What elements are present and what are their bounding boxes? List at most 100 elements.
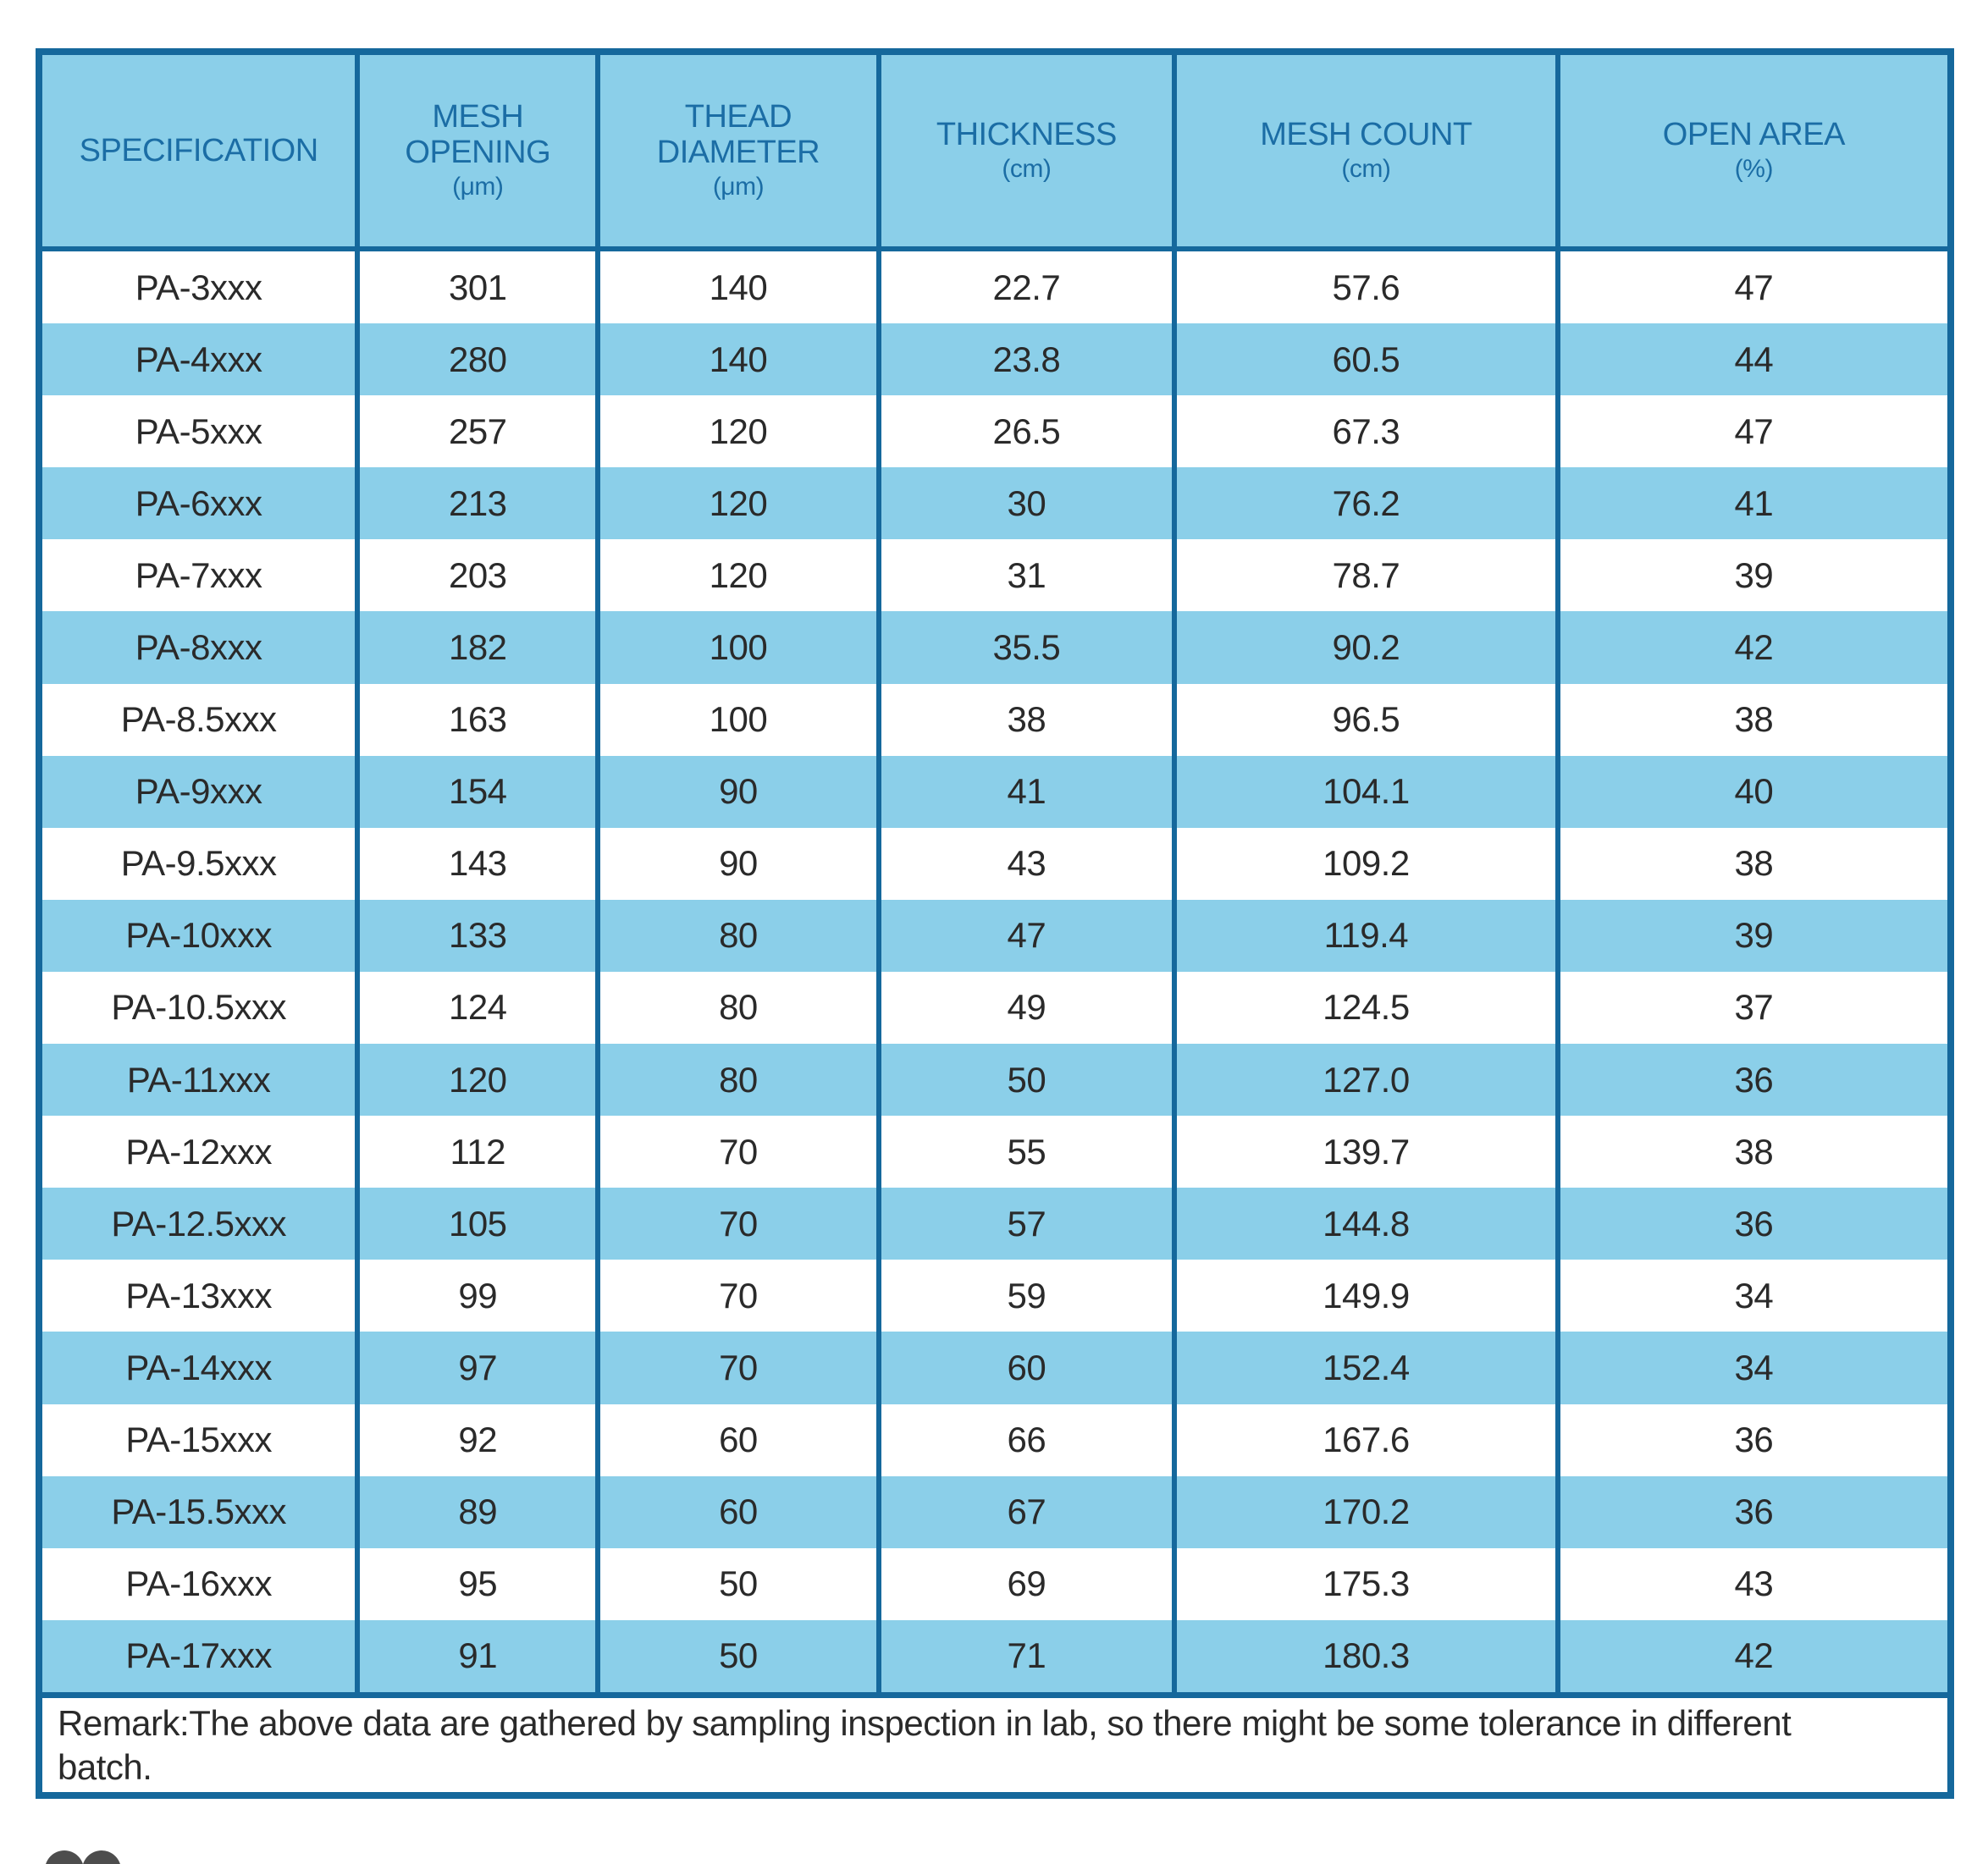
spec-cell: PA-14xxx [42,1332,361,1404]
specification-table: SPECIFICATION MESH OPENING (μm) THEAD DI… [36,48,1954,1799]
table-row: PA-9xxx 154 90 41 104.1 40 [42,755,1947,828]
value-cell: 36 [1734,1059,1774,1100]
value-cell: 280 [360,323,601,396]
table-row: PA-10.5xxx 124 80 49 124.5 37 [42,971,1947,1045]
value-cell: 120 [600,467,881,540]
value-cell: 170.2 [1177,1475,1560,1548]
table-row: PA-9.5xxx 143 90 43 109.2 38 [42,827,1947,900]
spec-cell: PA-12xxx [42,1116,361,1188]
decorative-circle [45,1850,84,1864]
value-cell: 80 [600,971,881,1045]
spec-cell: PA-17xxx [42,1619,361,1692]
decorative-circle [82,1850,121,1864]
value-cell: 124 [360,971,601,1045]
value-cell: 23.8 [881,323,1178,396]
column-header-mesh-count: MESH COUNT (cm) [1177,55,1560,246]
value-cell: 60 [600,1404,881,1476]
value-cell: 30 [881,467,1178,540]
value-cell: 40 [1734,771,1774,812]
value-cell: 213 [360,467,601,540]
value-cell: 90 [600,755,881,828]
value-cell: 38 [1734,699,1774,740]
value-cell: 149.9 [1177,1260,1560,1332]
value-cell: 42 [1734,627,1774,668]
table-row: PA-6xxx 213 120 30 76.2 41 [42,467,1947,540]
value-cell: 36 [1734,1203,1774,1244]
spec-cell: PA-15xxx [42,1404,361,1476]
table-row: PA-11xxx 120 80 50 127.0 36 [42,1044,1947,1117]
table-body: PA-3xxx 301 140 22.7 57.6 47 PA-4xxx 280 140 23.8… [42,251,1947,1692]
value-cell: 41 [1734,483,1774,523]
table-header-row: SPECIFICATION MESH OPENING (μm) THEAD DI… [42,55,1947,251]
value-cell: 100 [600,611,881,684]
value-cell: 144.8 [1177,1188,1560,1260]
value-cell: 257 [360,395,601,468]
table-row: PA-13xxx 99 70 59 149.9 34 [42,1260,1947,1332]
value-cell: 89 [360,1475,601,1548]
value-cell: 140 [600,251,881,324]
column-unit: (%) [1734,154,1774,183]
spec-cell: PA-12.5xxx [42,1188,361,1260]
value-cell: 76.2 [1177,467,1560,540]
value-cell: 80 [600,1044,881,1117]
value-cell: 31 [881,539,1178,612]
column-title: THEAD DIAMETER [656,98,820,171]
value-cell: 36 [1734,1420,1774,1460]
table-row: PA-7xxx 203 120 31 78.7 39 [42,539,1947,612]
table-row: PA-16xxx 95 50 69 175.3 43 [42,1547,1947,1620]
value-cell: 60.5 [1177,323,1560,396]
value-cell: 301 [360,251,601,324]
table-row: PA-8.5xxx 163 100 38 96.5 38 [42,683,1947,756]
value-cell: 92 [360,1404,601,1476]
value-cell: 36 [1734,1492,1774,1532]
table-row: PA-4xxx 280 140 23.8 60.5 44 [42,323,1947,396]
value-cell: 163 [360,683,601,756]
spec-cell: PA-10.5xxx [42,971,361,1045]
column-header-specification: SPECIFICATION [42,55,361,246]
value-cell: 100 [600,683,881,756]
value-cell: 70 [600,1116,881,1188]
value-cell: 120 [600,539,881,612]
value-cell: 39 [1734,554,1774,595]
value-cell: 127.0 [1177,1044,1560,1117]
value-cell: 60 [881,1332,1178,1404]
spec-cell: PA-4xxx [42,323,361,396]
value-cell: 38 [1734,1131,1774,1172]
value-cell: 35.5 [881,611,1178,684]
column-title: MESH OPENING [405,98,551,171]
column-unit: (μm) [452,172,504,201]
value-cell: 120 [600,395,881,468]
value-cell: 175.3 [1177,1547,1560,1620]
value-cell: 43 [881,827,1178,900]
value-cell: 55 [881,1116,1178,1188]
spec-cell: PA-11xxx [42,1044,361,1117]
spec-cell: PA-8xxx [42,611,361,684]
value-cell: 143 [360,827,601,900]
value-cell: 203 [360,539,601,612]
value-cell: 124.5 [1177,971,1560,1045]
value-cell: 69 [881,1547,1178,1620]
table-row: PA-15xxx 92 60 66 167.6 36 [42,1404,1947,1476]
spec-cell: PA-16xxx [42,1547,361,1620]
spec-cell: PA-8.5xxx [42,683,361,756]
value-cell: 22.7 [881,251,1178,324]
column-header-mesh-opening: MESH OPENING (μm) [360,55,601,246]
value-cell: 90 [600,827,881,900]
spec-cell: PA-6xxx [42,467,361,540]
value-cell: 182 [360,611,601,684]
table-row: PA-12xxx 112 70 55 139.7 38 [42,1116,1947,1188]
value-cell: 34 [1734,1347,1774,1387]
column-header-thead-diameter: THEAD DIAMETER (μm) [600,55,881,246]
value-cell: 105 [360,1188,601,1260]
value-cell: 80 [600,899,881,972]
value-cell: 70 [600,1260,881,1332]
column-header-thickness: THICKNESS (cm) [881,55,1178,246]
value-cell: 41 [881,755,1178,828]
value-cell: 99 [360,1260,601,1332]
value-cell: 34 [1734,1275,1774,1315]
table-row: PA-5xxx 257 120 26.5 67.3 47 [42,395,1947,468]
column-title: SPECIFICATION [79,132,319,168]
table-row: PA-8xxx 182 100 35.5 90.2 42 [42,611,1947,684]
column-unit: (cm) [1341,154,1391,183]
